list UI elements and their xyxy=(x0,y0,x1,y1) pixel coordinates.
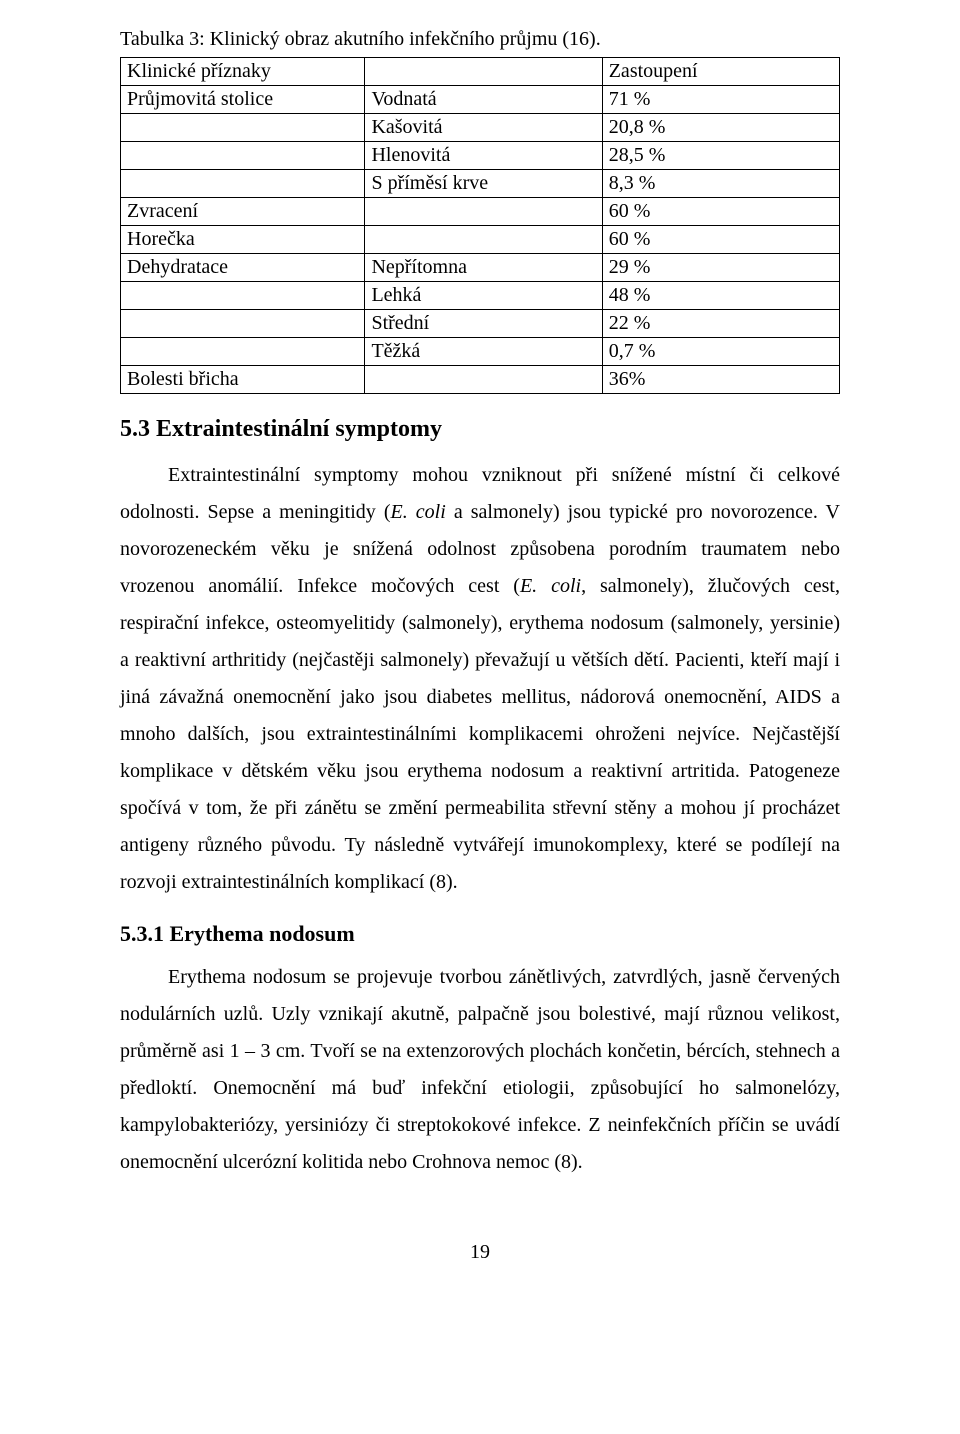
table-row: Průjmovitá stoliceVodnatá71 % xyxy=(121,86,840,114)
table-cell: 0,7 % xyxy=(602,338,839,366)
table-row: S příměsí krve8,3 % xyxy=(121,170,840,198)
table-cell xyxy=(121,114,365,142)
table-row: Kašovitá20,8 % xyxy=(121,114,840,142)
table-cell: Bolesti břicha xyxy=(121,366,365,394)
table-cell: 28,5 % xyxy=(602,142,839,170)
table-header-cell: Klinické příznaky xyxy=(121,58,365,86)
italic-text: E. coli xyxy=(391,501,446,523)
clinical-table: Klinické příznaky Zastoupení Průjmovitá … xyxy=(120,57,840,394)
table-cell: 29 % xyxy=(602,254,839,282)
table-cell: 60 % xyxy=(602,226,839,254)
table-cell: 20,8 % xyxy=(602,114,839,142)
table-cell: 60 % xyxy=(602,198,839,226)
table-cell: 36% xyxy=(602,366,839,394)
table-row: Hlenovitá28,5 % xyxy=(121,142,840,170)
table-row: Těžká0,7 % xyxy=(121,338,840,366)
table-cell: Hlenovitá xyxy=(365,142,602,170)
table-cell: Střední xyxy=(365,310,602,338)
text-run: , salmonely), žlučových cest, respirační… xyxy=(120,575,840,893)
table-row: Bolesti břicha 36% xyxy=(121,366,840,394)
section-heading: 5.3 Extraintestinální symptomy xyxy=(120,416,840,443)
table-cell: 8,3 % xyxy=(602,170,839,198)
table-cell: Průjmovitá stolice xyxy=(121,86,365,114)
table-cell: Vodnatá xyxy=(365,86,602,114)
table-cell xyxy=(121,282,365,310)
table-cell: Dehydratace xyxy=(121,254,365,282)
table-row: Lehká48 % xyxy=(121,282,840,310)
section-paragraph: Extraintestinální symptomy mohou vznikno… xyxy=(120,457,840,901)
document-page: Tabulka 3: Klinický obraz akutního infek… xyxy=(0,0,960,1304)
table-cell xyxy=(365,366,602,394)
table-cell: Lehká xyxy=(365,282,602,310)
table-header-cell xyxy=(365,58,602,86)
table-cell xyxy=(121,142,365,170)
table-cell xyxy=(121,338,365,366)
table-cell: Zvracení xyxy=(121,198,365,226)
subsection-heading: 5.3.1 Erythema nodosum xyxy=(120,921,840,947)
table-cell: Těžká xyxy=(365,338,602,366)
table-cell: 22 % xyxy=(602,310,839,338)
table-row: DehydrataceNepřítomna29 % xyxy=(121,254,840,282)
table-cell: Nepřítomna xyxy=(365,254,602,282)
table-cell xyxy=(365,226,602,254)
table-cell: 71 % xyxy=(602,86,839,114)
table-header-row: Klinické příznaky Zastoupení xyxy=(121,58,840,86)
table-cell: Horečka xyxy=(121,226,365,254)
table-cell: 48 % xyxy=(602,282,839,310)
table-cell xyxy=(121,310,365,338)
table-cell: S příměsí krve xyxy=(365,170,602,198)
italic-text: E. coli xyxy=(520,575,581,597)
table-row: Zvracení 60 % xyxy=(121,198,840,226)
table-header-cell: Zastoupení xyxy=(602,58,839,86)
table-cell xyxy=(365,198,602,226)
table-caption: Tabulka 3: Klinický obraz akutního infek… xyxy=(120,28,840,51)
subsection-paragraph: Erythema nodosum se projevuje tvorbou zá… xyxy=(120,959,840,1181)
table-cell xyxy=(121,170,365,198)
table-cell: Kašovitá xyxy=(365,114,602,142)
page-number: 19 xyxy=(120,1241,840,1264)
table-row: Střední22 % xyxy=(121,310,840,338)
table-row: Horečka 60 % xyxy=(121,226,840,254)
